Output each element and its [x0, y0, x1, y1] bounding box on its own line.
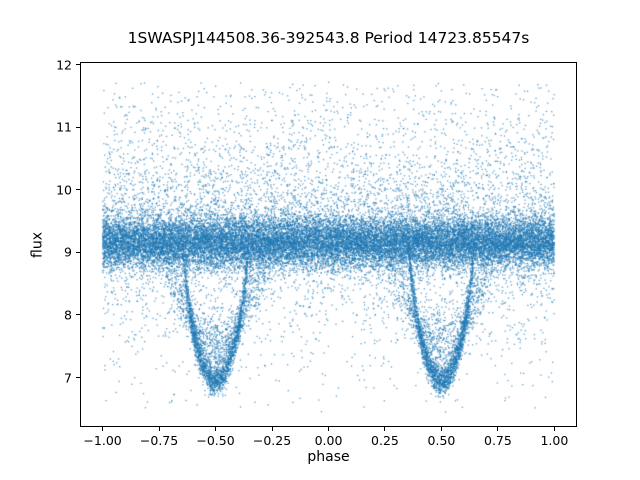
- x-tick-mark: [271, 427, 273, 431]
- x-tick-label: −0.25: [252, 433, 292, 448]
- y-tick-label: 9: [64, 244, 72, 260]
- y-tick-mark: [76, 314, 80, 316]
- x-tick-label: 0.00: [314, 433, 343, 448]
- x-tick-mark: [384, 427, 386, 431]
- x-tick-mark: [215, 427, 217, 431]
- y-tick-mark: [76, 64, 80, 65]
- x-tick-mark: [328, 427, 329, 431]
- x-tick-label: 0.25: [371, 433, 399, 448]
- y-tick-mark: [76, 251, 80, 253]
- y-tick-mark: [76, 377, 80, 379]
- x-tick-mark: [497, 427, 499, 431]
- x-tick-label: −0.75: [139, 433, 179, 448]
- x-tick-mark: [553, 427, 555, 431]
- y-tick-label: 12: [56, 57, 72, 72]
- y-tick-label: 8: [64, 307, 72, 323]
- y-axis-label: flux: [29, 232, 46, 258]
- y-tick-mark: [76, 189, 80, 191]
- x-tick-mark: [158, 427, 160, 431]
- x-tick-mark: [102, 427, 104, 431]
- y-tick-label: 7: [64, 370, 72, 386]
- x-tick-label: 0.75: [484, 433, 512, 448]
- axes-frame: [80, 62, 577, 427]
- x-tick-label: −1.00: [83, 433, 122, 448]
- x-tick-label: 1.00: [540, 433, 569, 448]
- y-tick-label: 10: [56, 182, 72, 198]
- x-axis-label: phase: [307, 449, 350, 465]
- x-tick-mark: [440, 427, 442, 431]
- chart-title: 1SWASPJ144508.36-392543.8 Period 14723.8…: [127, 29, 530, 47]
- y-tick-mark: [76, 126, 80, 128]
- x-tick-label: −0.50: [196, 433, 235, 448]
- y-tick-label: 11: [56, 119, 72, 135]
- x-tick-label: 0.50: [427, 433, 456, 448]
